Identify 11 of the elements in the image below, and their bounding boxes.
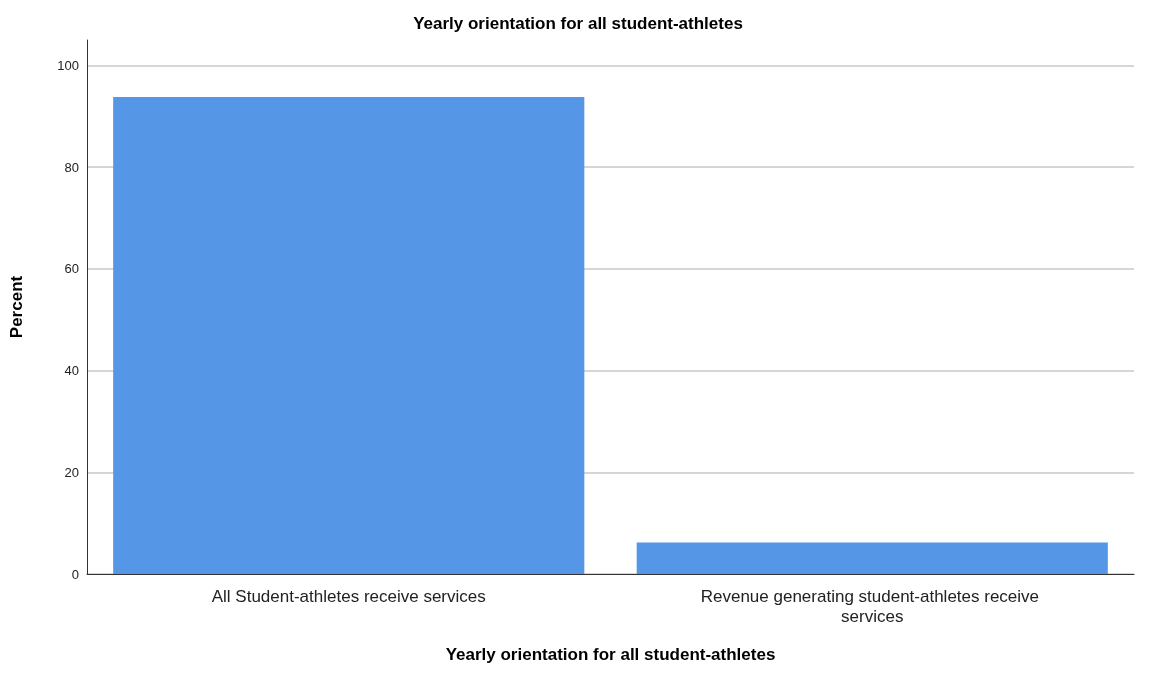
- y-tick-label: 60: [64, 261, 79, 277]
- y-tick-label: 0: [71, 566, 79, 582]
- x-axis-title: Yearly orientation for all student-athletes: [445, 645, 776, 664]
- y-axis-title: Percent: [7, 275, 26, 339]
- y-tick-label: 80: [64, 159, 79, 175]
- x-tick-label: Revenue generating student-athletes receive services: [700, 586, 1044, 626]
- y-tick-label: 20: [64, 464, 79, 480]
- y-tick-label: 100: [57, 57, 79, 73]
- chart-title: Yearly orientation for all student-athletes: [413, 14, 743, 33]
- y-tick-label: 40: [64, 363, 79, 379]
- x-tick-label: All Student-athletes receive services: [211, 586, 486, 606]
